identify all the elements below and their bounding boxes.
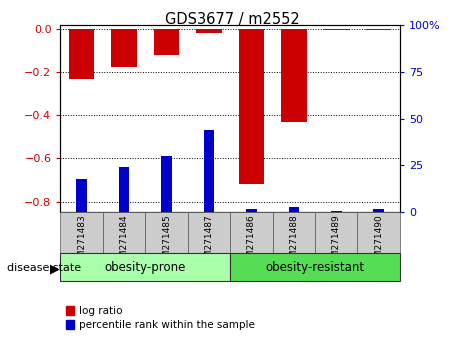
- Bar: [272, 212, 315, 253]
- Bar: [111, 29, 137, 67]
- Bar: [358, 212, 400, 253]
- Text: ▶: ▶: [50, 262, 60, 275]
- Bar: [239, 29, 264, 184]
- Bar: [331, 211, 342, 212]
- Bar: [230, 212, 272, 253]
- Legend: log ratio, percentile rank within the sample: log ratio, percentile rank within the sa…: [66, 306, 255, 330]
- Bar: [161, 156, 172, 212]
- Text: GSM271485: GSM271485: [162, 215, 171, 269]
- Bar: [373, 209, 384, 212]
- Bar: [76, 179, 87, 212]
- Bar: [230, 253, 400, 281]
- Bar: [119, 167, 129, 212]
- Bar: [366, 29, 392, 30]
- Text: obesity-prone: obesity-prone: [105, 261, 186, 274]
- Bar: [69, 29, 94, 79]
- Bar: [315, 212, 358, 253]
- Bar: [60, 212, 103, 253]
- Text: GSM271487: GSM271487: [205, 215, 213, 269]
- Bar: [103, 212, 145, 253]
- Text: GSM271490: GSM271490: [374, 215, 383, 269]
- Text: GSM271488: GSM271488: [289, 215, 299, 269]
- Text: GSM271483: GSM271483: [77, 215, 86, 269]
- Bar: [60, 253, 230, 281]
- Text: disease state: disease state: [7, 263, 81, 273]
- Bar: [288, 207, 299, 212]
- Bar: [145, 212, 188, 253]
- Text: obesity-resistant: obesity-resistant: [266, 261, 365, 274]
- Bar: [281, 29, 306, 122]
- Text: GSM271484: GSM271484: [120, 215, 129, 269]
- Bar: [246, 209, 257, 212]
- Text: GSM271489: GSM271489: [332, 215, 341, 269]
- Text: GSM271486: GSM271486: [247, 215, 256, 269]
- Bar: [154, 29, 179, 55]
- Bar: [324, 29, 349, 30]
- Bar: [204, 130, 214, 212]
- Bar: [188, 212, 230, 253]
- Text: GDS3677 / m2552: GDS3677 / m2552: [165, 12, 300, 27]
- Bar: [196, 29, 222, 33]
